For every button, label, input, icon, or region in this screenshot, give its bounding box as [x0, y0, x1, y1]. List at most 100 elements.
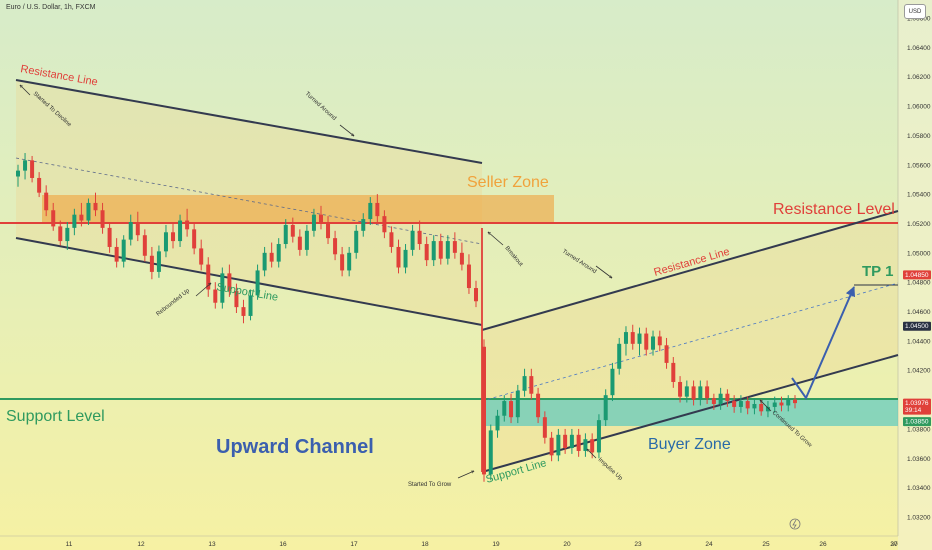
candle: [86, 198, 91, 225]
candle: [410, 224, 415, 256]
price-tag-countdown: 39:14: [905, 407, 922, 414]
price-tag-value: 1.04850: [905, 272, 929, 279]
candle: [732, 395, 737, 413]
candle: [623, 326, 628, 356]
time-tick-label: 11: [66, 541, 73, 548]
candle: [536, 387, 541, 424]
candle: [752, 398, 757, 415]
candle: [718, 387, 723, 410]
price-tick-label: 1.04800: [907, 280, 931, 287]
candle: [16, 164, 20, 187]
candle: [664, 337, 669, 369]
time-tick-label: 24: [705, 541, 713, 548]
candlestick-series: [16, 153, 797, 482]
buyer-zone-label: Buyer Zone: [648, 436, 731, 453]
candle: [227, 264, 232, 297]
candle: [128, 214, 133, 246]
candle: [107, 222, 112, 253]
candle: [466, 254, 471, 294]
time-tick-label: 27: [890, 541, 898, 548]
candle: [142, 229, 147, 262]
candle: [424, 236, 429, 267]
candle: [563, 428, 568, 454]
candle: [361, 213, 366, 237]
candle: [474, 280, 478, 308]
candle: [44, 185, 49, 217]
candle: [135, 211, 140, 242]
candle: [772, 396, 777, 413]
candle: [603, 389, 608, 427]
candle: [445, 235, 450, 265]
price-tick-label: 1.06600: [907, 16, 931, 23]
price-tick-label: 1.04200: [907, 368, 931, 375]
candle: [431, 235, 436, 267]
price-tick-label: 1.05600: [907, 162, 931, 169]
candle: [438, 233, 443, 265]
seller-zone: [42, 195, 554, 224]
candle: [276, 238, 281, 268]
started-to-decline-arrow: [20, 85, 31, 96]
candle: [529, 368, 534, 400]
time-tick-label: 19: [492, 541, 500, 548]
candle: [549, 431, 554, 462]
candle: [671, 357, 676, 388]
candle: [23, 153, 28, 180]
candle: [333, 230, 338, 261]
breakout-arrow: [488, 232, 504, 246]
candle: [459, 242, 464, 271]
candle: [185, 208, 190, 237]
candle: [576, 428, 581, 457]
impulse-up-arrow: [587, 449, 597, 459]
candle: [711, 393, 716, 410]
candle: [637, 327, 642, 356]
time-tick-label: 12: [137, 541, 145, 548]
tp1-label: TP 1: [862, 263, 893, 280]
candle: [241, 299, 246, 324]
rebounded-up-arrow: [195, 283, 211, 297]
candle: [382, 210, 387, 239]
candle: [51, 202, 56, 231]
price-tag: 1.04850: [903, 270, 931, 280]
resistance-level-label: Resistance Level: [773, 201, 895, 218]
candle: [121, 235, 126, 268]
candle: [569, 428, 574, 454]
candle: [114, 238, 119, 268]
price-tag: 1.03850: [903, 417, 931, 427]
candle: [705, 380, 710, 404]
time-tick-label: 23: [634, 541, 642, 548]
price-tick-label: 1.06200: [907, 74, 931, 81]
lightning-icon[interactable]: [789, 518, 801, 530]
candle: [37, 172, 42, 198]
down-channel-resistance-line: [15, 79, 483, 164]
candle: [192, 223, 197, 255]
time-tick-label: 18: [421, 541, 429, 548]
candle: [630, 324, 635, 350]
price-tick-label: 1.06000: [907, 104, 931, 111]
candle: [583, 433, 588, 457]
candle: [403, 244, 408, 274]
candle: [691, 380, 696, 406]
price-tag-value: 1.03850: [905, 419, 929, 426]
candle: [65, 222, 70, 250]
candle: [199, 239, 204, 271]
started-to-grow-label: Started To Grow: [408, 482, 452, 488]
price-tag: 1.04500: [903, 321, 931, 331]
candle: [495, 409, 500, 438]
candle: [283, 219, 288, 249]
currency-button[interactable]: USD: [904, 4, 926, 19]
continued-to-grow-arrow: [760, 400, 772, 412]
price-tick-label: 1.04600: [907, 309, 931, 316]
candle: [610, 362, 615, 402]
candle: [347, 246, 352, 277]
price-tick-label: 1.04400: [907, 338, 931, 345]
candle: [290, 217, 295, 243]
candle: [488, 424, 493, 481]
price-tag-value: 1.03976: [905, 400, 929, 407]
candle: [657, 330, 662, 352]
candle: [220, 267, 225, 309]
price-axis[interactable]: 1.06600 1.06400 1.06200 1.06000 1.05800 1.056…: [907, 16, 931, 522]
